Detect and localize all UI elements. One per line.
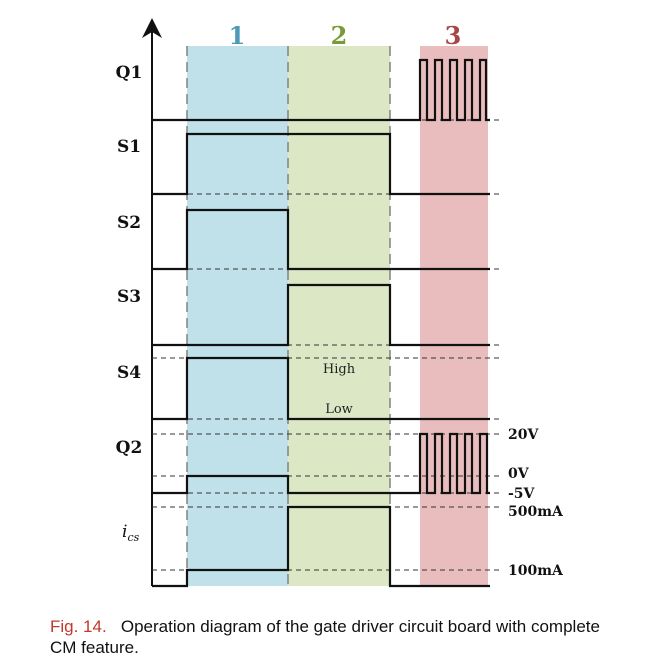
phase-2-label: 2: [331, 21, 348, 50]
figure-caption: Fig. 14. Operation diagram of the gate d…: [50, 616, 630, 658]
operation-diagram: 1 2 3 Q1: [116, 18, 564, 588]
signal-label-s1: S1: [117, 137, 141, 157]
signal-label-ics: ics: [122, 522, 140, 544]
annotation-m5v: -5V: [508, 486, 536, 502]
annotation-500ma: 500mA: [508, 504, 564, 520]
figure-number: Fig. 14.: [50, 617, 107, 636]
figure-caption-text: Operation diagram of the gate driver cir…: [50, 617, 600, 657]
s4-waveform: [152, 356, 490, 421]
annotation-20v: 20V: [508, 427, 539, 443]
q1-waveform: [152, 58, 490, 122]
s1-waveform: [152, 132, 490, 196]
ics-waveform: [152, 505, 490, 588]
phase-3-label: 3: [445, 21, 462, 50]
signal-label-s3: S3: [117, 287, 141, 307]
q2-waveform: [152, 432, 490, 495]
annotation-high: High: [323, 362, 356, 377]
annotation-low: Low: [325, 402, 353, 417]
s3-waveform: [152, 283, 490, 347]
phase-2-region: [288, 46, 390, 586]
signal-label-s2: S2: [117, 213, 141, 233]
s2-waveform: [152, 208, 490, 271]
phase-1-region: [187, 46, 288, 586]
phase-3-region: [420, 46, 488, 586]
signal-label-q2: Q2: [116, 438, 143, 458]
signal-label-s4: S4: [117, 363, 141, 383]
annotation-100ma: 100mA: [508, 563, 564, 579]
phase-1-label: 1: [229, 21, 246, 50]
signal-label-q1: Q1: [116, 63, 143, 83]
annotation-0v: 0V: [508, 466, 530, 482]
